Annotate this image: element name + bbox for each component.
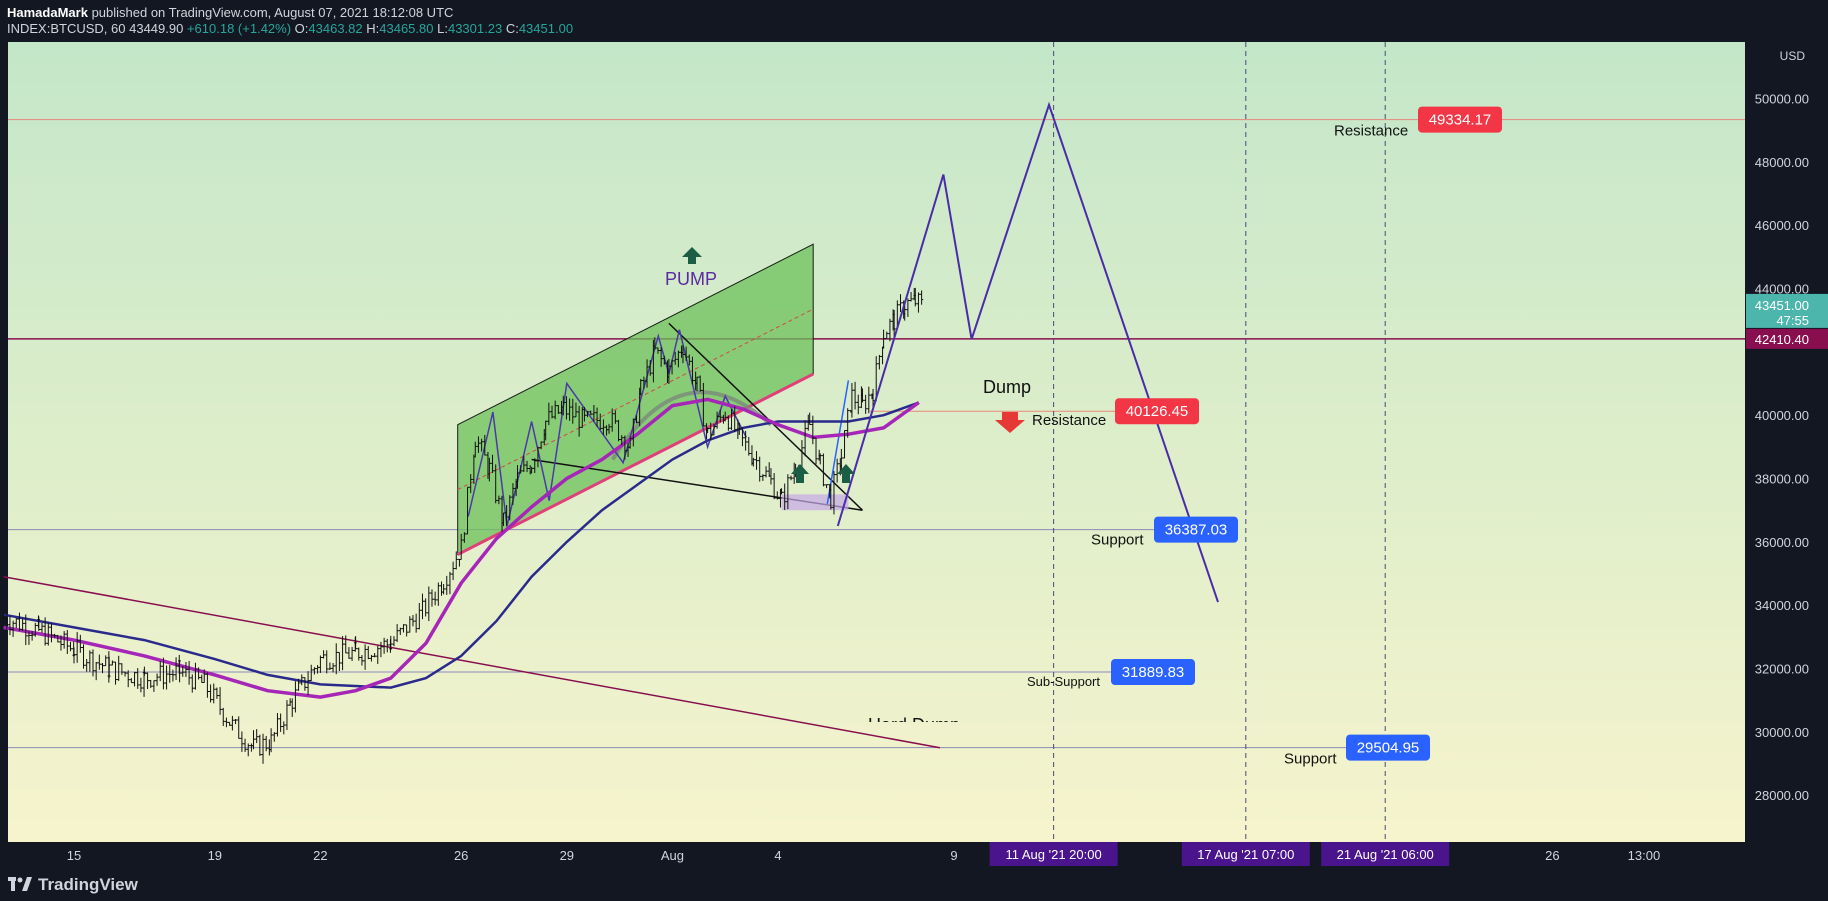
price-tick-label: 28000.00	[1755, 788, 1809, 803]
level-price-badge[interactable]	[1418, 106, 1502, 133]
price-tick-label: 46000.00	[1755, 218, 1809, 233]
level-price-badge[interactable]	[1115, 398, 1199, 425]
pump-arrow-icon	[682, 247, 702, 264]
time-tick-label: 9	[950, 848, 957, 863]
fast-moving-average	[3, 397, 920, 699]
price-tick-label: 38000.00	[1755, 472, 1809, 487]
dump-label: Dump	[983, 377, 1031, 397]
projection-path	[836, 101, 1219, 603]
low-value: 43301.23	[447, 21, 503, 36]
price-tick-label: 48000.00	[1755, 155, 1809, 170]
channel-lower-line	[457, 372, 814, 556]
close-label: C:	[505, 21, 519, 36]
date-marker-badge[interactable]	[1321, 842, 1450, 866]
pump-label: PUMP	[665, 269, 717, 289]
candlestick-series	[1, 287, 924, 764]
tradingview-brand[interactable]: TradingView	[8, 875, 138, 895]
chart-header: HamadaMark published on TradingView.com,…	[0, 0, 1828, 42]
chart-background	[8, 42, 1745, 842]
time-tick-label: 26	[1545, 848, 1559, 863]
low-label: L:	[437, 21, 448, 36]
price-axis-panel[interactable]	[1745, 42, 1828, 842]
date-marker-text: 11 Aug '21 20:00	[1006, 847, 1102, 862]
ohlc-legend: INDEX:BTCUSD, 60 43449.90 +610.18 (+1.42…	[7, 21, 573, 36]
level-name-label: Resistance	[1032, 412, 1106, 429]
current-price-text: 43451.00	[1755, 298, 1809, 313]
level-price-badge[interactable]	[1111, 659, 1195, 686]
bottom-zone	[781, 494, 849, 511]
high-value: 43465.80	[379, 21, 434, 36]
price-tick-label: 44000.00	[1755, 282, 1809, 297]
price-chart[interactable]: Resistance 49334.17 Resistance 40126.45 Supp…	[0, 28, 1828, 868]
price-tick-label: 32000.00	[1755, 662, 1809, 677]
time-tick-label: 29	[560, 848, 574, 863]
price-tick-label: 30000.00	[1755, 725, 1809, 740]
chart-area[interactable]: Resistance 49334.17 Resistance 40126.45 Supp…	[0, 28, 1828, 868]
maroon-price-badge[interactable]	[1746, 328, 1828, 349]
time-tick-label: 22	[313, 848, 327, 863]
price-tick-label: 50000.00	[1755, 92, 1809, 107]
level-price-text: 36387.03	[1165, 522, 1228, 539]
hard-dump-label: Hard Dump	[868, 715, 960, 735]
level-name-label: Support	[1284, 751, 1337, 768]
level-price-badge[interactable]	[1154, 516, 1238, 543]
last-price: 43449.90	[129, 21, 184, 36]
time-tick-label: 4	[774, 848, 781, 863]
price-tick-label: 34000.00	[1755, 598, 1809, 613]
countdown-text: 47:55	[1776, 313, 1809, 328]
current-price-badge[interactable]	[1746, 293, 1828, 328]
published-text: published on TradingView.com, August 07,…	[91, 5, 454, 20]
level-price-text: 31889.83	[1122, 664, 1185, 681]
time-axis-panel[interactable]	[0, 842, 1828, 868]
time-tick-label: 26	[454, 848, 468, 863]
time-tick-label: 13:00	[1628, 848, 1661, 863]
tradingview-logo-icon	[8, 877, 32, 891]
time-tick-label: 15	[67, 848, 81, 863]
open-value: 43463.82	[308, 21, 363, 36]
brand-name: TradingView	[38, 875, 138, 894]
close-value: 43451.00	[518, 21, 574, 36]
date-marker-badge[interactable]	[1181, 842, 1310, 866]
publish-info: HamadaMark published on TradingView.com,…	[7, 5, 453, 20]
buy-arrow-icon	[837, 464, 855, 483]
footer-bar: TradingView	[0, 868, 1828, 901]
channel-median-line	[457, 308, 814, 491]
date-marker-badge[interactable]	[989, 842, 1118, 866]
level-name-label: Sub-Support	[1027, 674, 1100, 689]
symbol-interval[interactable]: INDEX:BTCUSD, 60	[7, 21, 126, 36]
time-tick-label: Aug	[661, 848, 684, 863]
breakout-line	[826, 380, 850, 505]
level-price-text: 29504.95	[1357, 740, 1420, 757]
level-price-text: 40126.45	[1126, 403, 1189, 420]
time-tick-label: 19	[208, 848, 222, 863]
author-name[interactable]: HamadaMark	[7, 5, 88, 20]
open-label: O:	[294, 21, 309, 36]
dump-arrow-icon	[995, 412, 1025, 433]
rounding-arc	[610, 390, 773, 461]
buy-arrow-icon	[791, 464, 809, 483]
price-tick-label: 36000.00	[1755, 535, 1809, 550]
price-tick-label: 40000.00	[1755, 408, 1809, 423]
currency-label: USD	[1780, 49, 1806, 63]
date-marker-text: 21 Aug '21 06:00	[1337, 847, 1434, 862]
level-price-text: 49334.17	[1429, 112, 1492, 129]
price-tick-label: 52000.00	[1755, 42, 1809, 43]
wedge-upper-line	[668, 322, 864, 511]
level-name-label: Resistance	[1334, 123, 1408, 140]
descending-trendline	[3, 575, 941, 749]
slow-moving-average	[3, 401, 920, 689]
high-label: H:	[366, 21, 380, 36]
level-name-label: Support	[1091, 532, 1144, 549]
date-marker-text: 17 Aug '21 07:00	[1197, 847, 1294, 862]
maroon-price-text: 42410.40	[1755, 332, 1809, 347]
price-change: +610.18 (+1.42%)	[186, 21, 292, 36]
level-price-badge[interactable]	[1346, 734, 1430, 761]
